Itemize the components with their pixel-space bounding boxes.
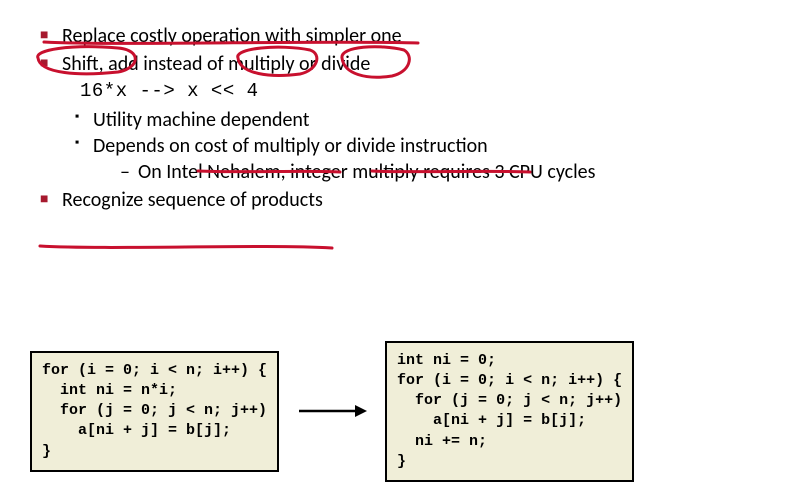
bullet-nehalem: On Intel Nehalem, integer multiply requi… bbox=[120, 160, 770, 184]
bullet-utility: Utility machine dependent bbox=[75, 108, 770, 132]
code-transformation-row: for (i = 0; i < n; i++) { int ni = n*i; … bbox=[30, 341, 770, 483]
sub-bullet-list: Utility machine dependent Depends on cos… bbox=[30, 108, 770, 184]
text: or bbox=[295, 52, 322, 76]
code-after: int ni = 0; for (i = 0; i < n; i++) { fo… bbox=[385, 341, 634, 483]
text-shift-add: Shift, add bbox=[62, 52, 139, 76]
bullet-depends: Depends on cost of multiply or divide in… bbox=[75, 134, 770, 158]
text: instead of bbox=[139, 52, 228, 76]
text: Utility machine dependent bbox=[93, 108, 309, 132]
bullet-shift-add: Shift, add instead of multiply or divide bbox=[40, 52, 770, 76]
text-multiply: multiply bbox=[228, 52, 294, 76]
bullet-recognize: Recognize sequence of products bbox=[40, 188, 770, 212]
text: Recognize sequence of products bbox=[62, 188, 323, 212]
code-before: for (i = 0; i < n; i++) { int ni = n*i; … bbox=[30, 351, 279, 472]
bullet-replace: Replace costly operation with simpler on… bbox=[40, 24, 770, 48]
text-divide: divide bbox=[321, 52, 370, 76]
text: Depends on cost of multiply or divide in… bbox=[93, 134, 488, 158]
bullet-list: Replace costly operation with simpler on… bbox=[30, 24, 770, 76]
arrow-icon bbox=[297, 401, 367, 421]
text: On Intel Nehalem, integer multiply requi… bbox=[138, 160, 595, 184]
inline-code-example: 16*x --> x << 4 bbox=[80, 80, 770, 102]
bullet-list-2: Recognize sequence of products bbox=[30, 188, 770, 212]
text: Replace costly operation with simpler on… bbox=[62, 24, 402, 48]
